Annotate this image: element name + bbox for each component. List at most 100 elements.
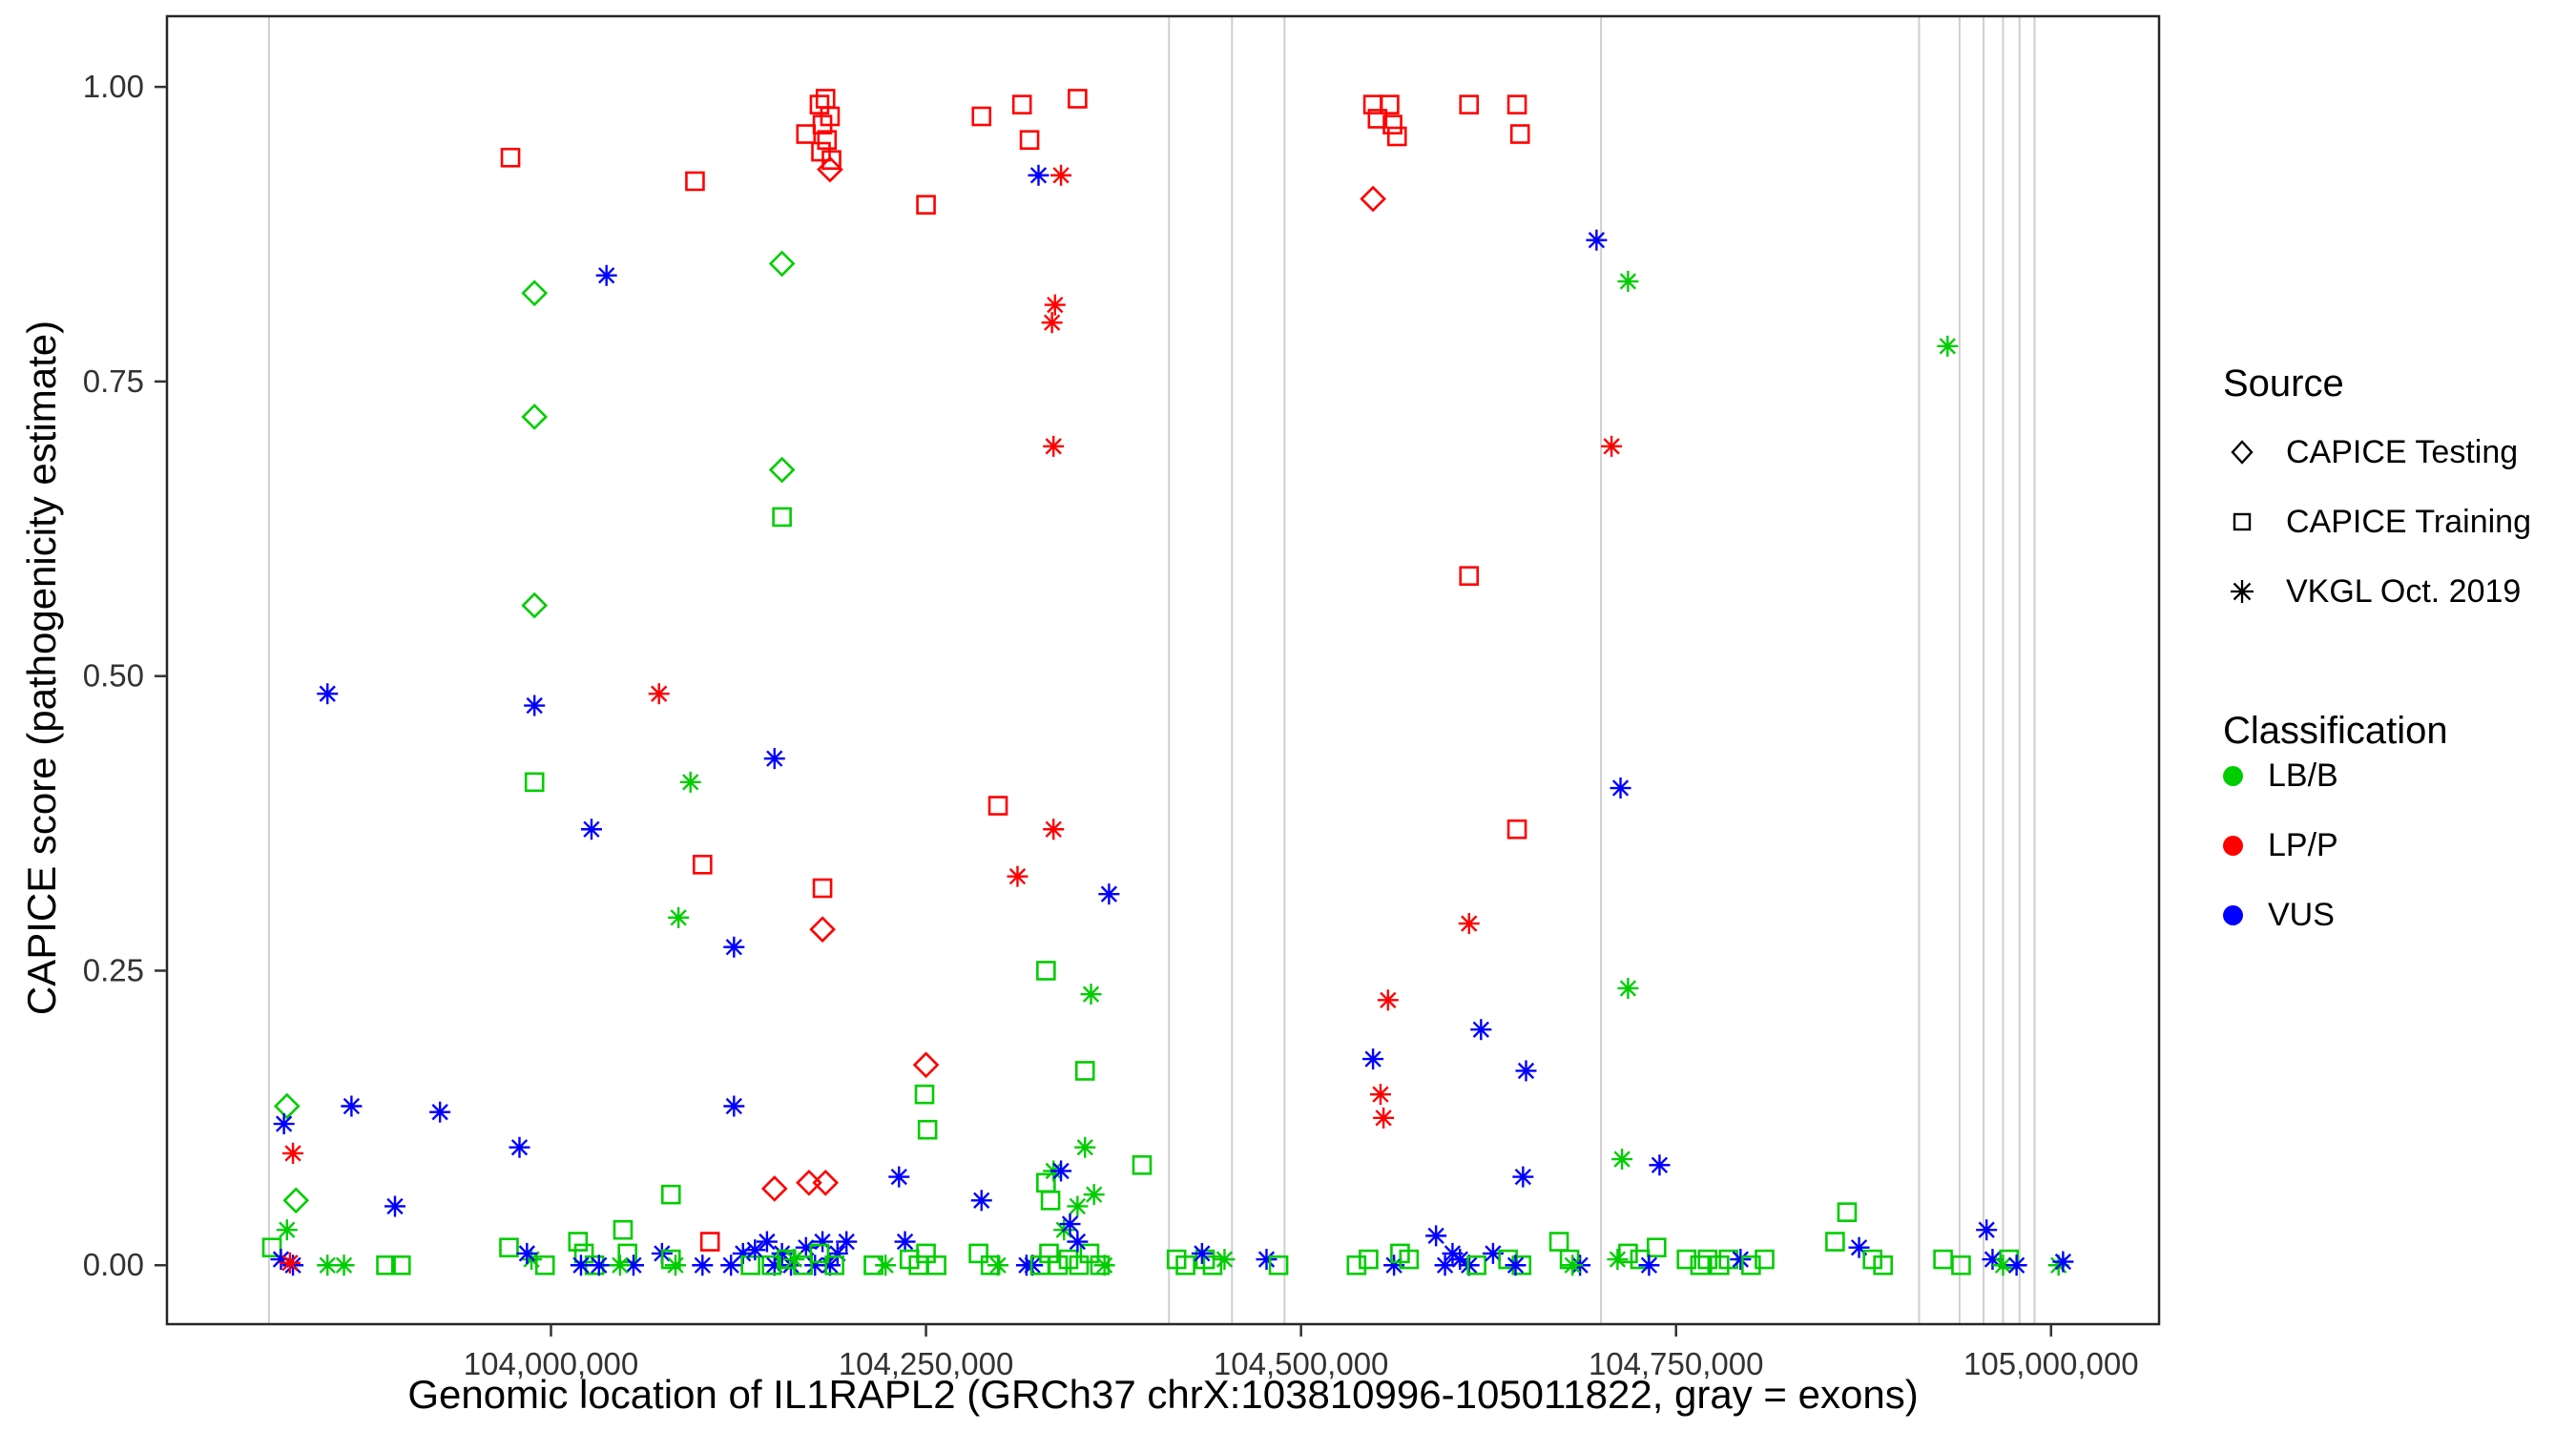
legend-item-lpp: LP/P <box>2223 824 2338 866</box>
data-point <box>916 195 936 215</box>
data-point <box>875 1255 897 1276</box>
x-tick-label: 104,500,000 <box>1214 1346 1389 1381</box>
data-point <box>2052 1251 2074 1273</box>
data-point <box>679 771 701 793</box>
data-point <box>1755 1249 1775 1270</box>
panel-border <box>165 14 2161 1326</box>
data-point <box>570 1255 592 1276</box>
data-point <box>1697 1249 1718 1270</box>
legend-item-lbb: LB/B <box>2223 755 2338 797</box>
data-point <box>971 106 992 127</box>
legend-source-title: Source <box>2223 363 2344 404</box>
data-point <box>588 1255 610 1276</box>
data-point <box>1741 1255 1761 1275</box>
data-point <box>1256 1249 1278 1271</box>
x-tick-label: 105,000,000 <box>1963 1346 2139 1381</box>
data-point <box>1586 229 1608 251</box>
data-point <box>1050 1160 1072 1182</box>
data-point <box>1373 1107 1395 1129</box>
data-point <box>914 1084 935 1105</box>
data-point <box>1083 1184 1105 1206</box>
data-point <box>1359 1249 1379 1270</box>
legend-item-label: CAPICE Testing <box>2286 433 2519 470</box>
data-point <box>1067 1195 1089 1217</box>
data-point <box>279 1252 301 1274</box>
data-point <box>1601 435 1623 457</box>
data-point <box>1862 1249 1882 1270</box>
data-point <box>809 916 836 944</box>
data-point <box>1044 294 1066 316</box>
data-point <box>744 1239 766 1261</box>
data-point <box>1562 1255 1584 1276</box>
data-point <box>1050 164 1072 186</box>
data-point <box>723 936 745 958</box>
data-point <box>1976 1219 1998 1241</box>
data-point <box>580 819 602 840</box>
data-point <box>817 130 838 150</box>
data-point <box>1367 109 1388 129</box>
data-point <box>1036 961 1056 981</box>
data-point <box>1933 1249 1953 1270</box>
data-point <box>1459 566 1480 586</box>
data-point <box>384 1195 405 1217</box>
data-point <box>1873 1255 1893 1275</box>
y-tick-label: 0.50 <box>83 658 144 694</box>
data-point <box>970 1190 992 1212</box>
data-point <box>916 1243 936 1264</box>
y-tick-label: 1.00 <box>83 69 144 104</box>
data-point <box>821 150 841 170</box>
data-point <box>1080 984 1102 1006</box>
data-point <box>809 94 830 114</box>
data-point <box>1369 1084 1391 1106</box>
legend-item-vus: VUS <box>2223 894 2335 936</box>
data-point <box>1646 1237 1667 1258</box>
data-point <box>521 591 549 619</box>
data-point <box>429 1101 451 1123</box>
data-point <box>1951 1255 1971 1275</box>
data-point <box>1377 989 1399 1011</box>
data-point <box>390 1255 411 1275</box>
data-point <box>521 280 549 307</box>
red-dot-icon <box>2223 835 2243 856</box>
data-point <box>273 1113 295 1135</box>
data-point <box>1386 126 1407 147</box>
data-point <box>261 1237 282 1258</box>
data-point <box>1509 124 1530 144</box>
data-point <box>499 1237 519 1258</box>
data-point <box>812 1231 834 1253</box>
y-tick-label: 0.25 <box>83 952 144 987</box>
data-point <box>768 250 796 278</box>
data-point <box>1360 185 1386 213</box>
data-point <box>1618 1243 1638 1264</box>
data-point <box>912 1051 940 1079</box>
data-point <box>1505 1255 1527 1276</box>
data-point <box>699 1232 720 1252</box>
data-point <box>812 878 833 899</box>
data-point <box>1617 977 1639 999</box>
data-point <box>1638 1255 1660 1276</box>
data-point <box>1649 1154 1671 1176</box>
data-point <box>1268 1255 1289 1275</box>
data-point <box>1074 1061 1095 1081</box>
data-point <box>376 1255 396 1275</box>
data-point <box>1069 1255 1090 1275</box>
data-point <box>987 1255 1009 1276</box>
axis-ticks: 104,000,000 104,250,000 104,500,000 104,750… <box>83 69 2139 1381</box>
data-point <box>968 1243 988 1264</box>
data-point <box>1346 1255 1367 1275</box>
data-point <box>1617 270 1639 292</box>
data-point <box>1425 1225 1447 1247</box>
data-point <box>317 683 339 705</box>
data-point <box>1098 883 1120 905</box>
data-point <box>796 1169 822 1196</box>
data-point <box>273 1092 301 1120</box>
asterisk-icon <box>2231 580 2254 603</box>
data-point <box>1992 1255 2014 1276</box>
data-point <box>1214 1249 1236 1271</box>
data-point <box>763 748 785 770</box>
data-point <box>824 1255 844 1275</box>
data-point <box>1506 819 1527 840</box>
y-tick-label: 0.75 <box>83 363 144 399</box>
data-point <box>1041 312 1063 334</box>
data-point <box>2005 1255 2027 1276</box>
